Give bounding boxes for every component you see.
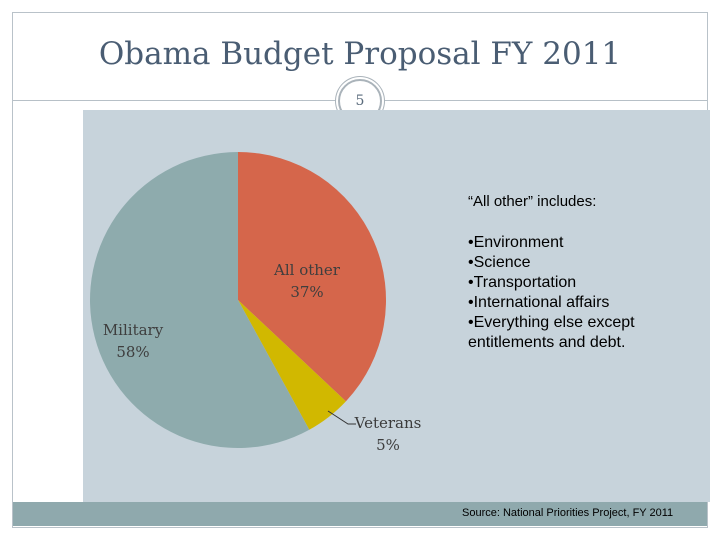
pie-labels: All other 37% Veterans 5% Military 58% (103, 261, 422, 454)
slice-name-label: Military (103, 321, 164, 339)
source-citation: Source: National Priorities Project, FY … (462, 507, 674, 519)
pie-slices (90, 152, 387, 448)
pie-slice-all-other (238, 152, 387, 402)
slice-name-label: All other (273, 261, 341, 279)
footer-left-block (13, 502, 83, 526)
pie-slice-veterans (238, 300, 346, 430)
slide-title: Obama Budget Proposal FY 2011 (98, 36, 622, 72)
notes-item: •Science (468, 254, 531, 271)
notes-list: •Environment •Science •Transportation •I… (468, 233, 635, 353)
notes-item: •Environment (468, 234, 564, 251)
notes-item: •Everything else except (468, 314, 635, 331)
slice-value-label: 37% (290, 283, 323, 301)
slice-value-label: 5% (376, 436, 400, 454)
notes-item: •International affairs (468, 294, 610, 311)
notes-item: •Transportation (468, 274, 577, 291)
slice-value-label: 58% (116, 343, 149, 361)
slice-name-label: Veterans (354, 414, 422, 432)
notes-heading: “All other” includes: (468, 193, 597, 210)
notes-item: entitlements and debt. (468, 334, 626, 351)
veterans-leader-line (327, 410, 356, 425)
pie-slice-military (90, 152, 310, 448)
footer-bar (13, 502, 707, 526)
